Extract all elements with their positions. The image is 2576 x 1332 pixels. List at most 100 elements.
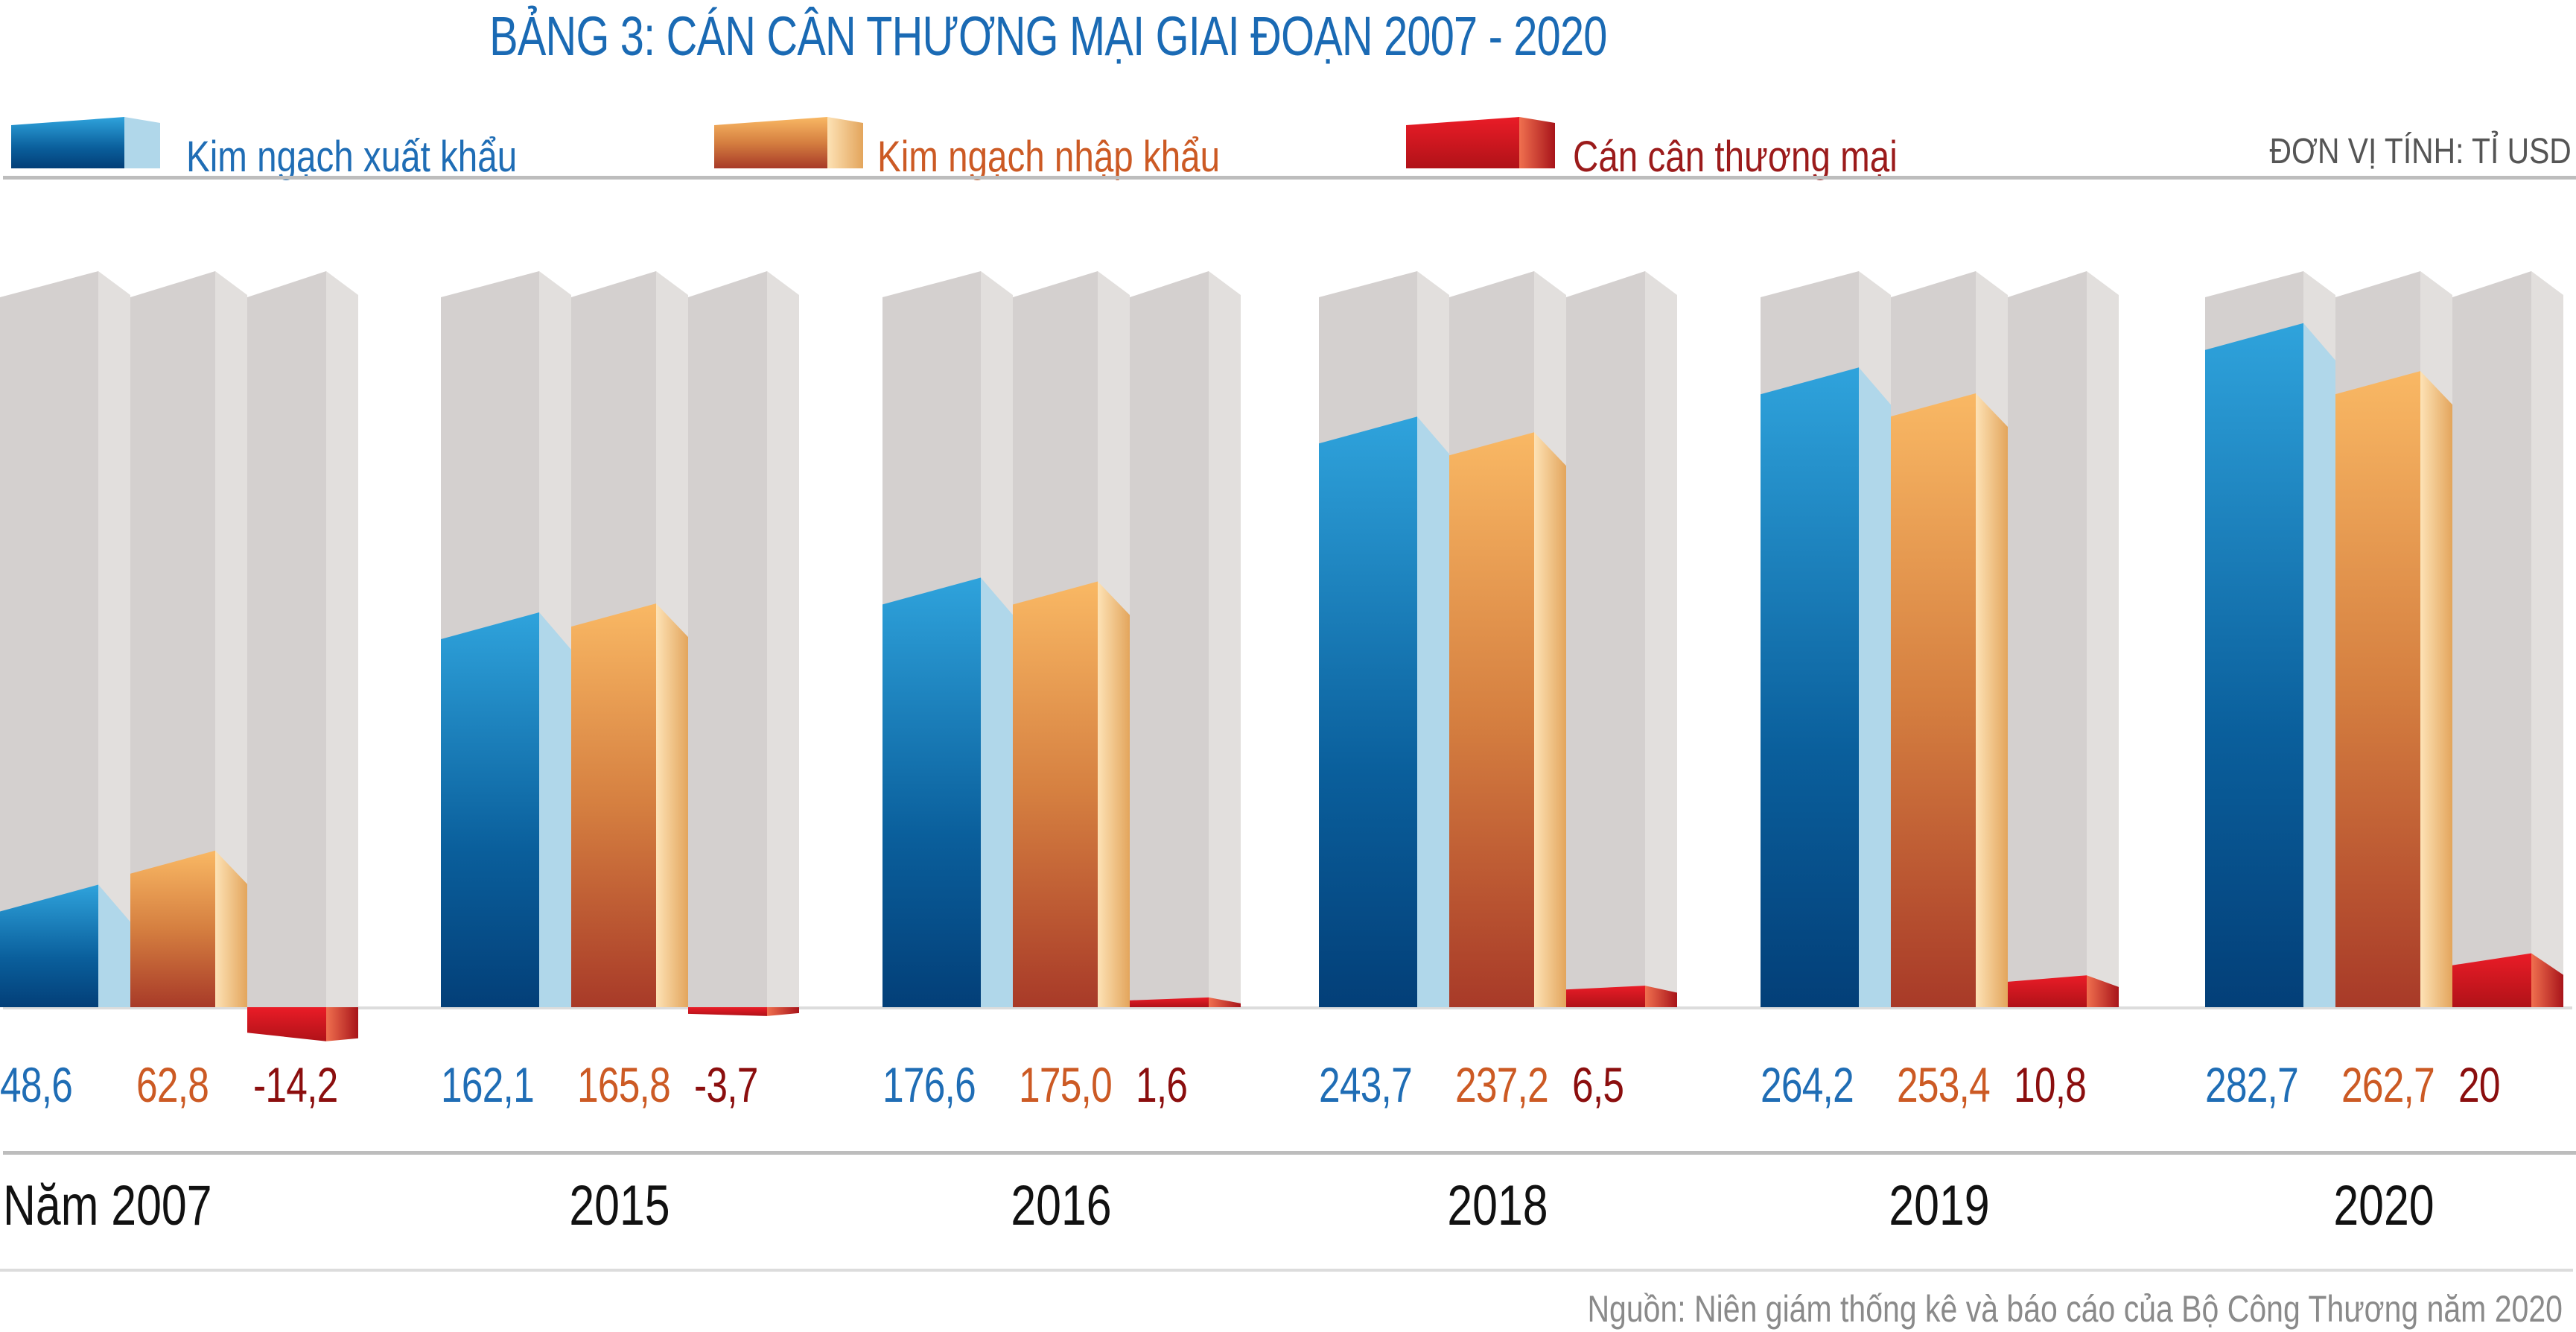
bar-group [1761, 271, 2119, 1007]
column-back-front [247, 271, 326, 1007]
bar-export-front [1761, 367, 1859, 1007]
bar-export-front [2205, 323, 2303, 1007]
value-label-import: 262,7 [2341, 1057, 2435, 1112]
column-back-front [1130, 271, 1209, 1007]
value-label-export: 264,2 [1761, 1057, 1854, 1112]
source-note: Nguồn: Niên giám thống kê và báo cáo của… [1587, 1288, 2563, 1330]
category-label: 2016 [1011, 1174, 1112, 1237]
bar-group [1319, 271, 1677, 1007]
legend-swatch-side [827, 117, 863, 168]
bar-export-front [441, 612, 539, 1007]
value-label-balance: -14,2 [253, 1057, 338, 1112]
bar-balance-front [688, 1007, 767, 1016]
bar-group [2205, 271, 2563, 1008]
bar-import-side [1534, 432, 1566, 1007]
column-back-side [1645, 271, 1677, 1007]
bar-export-side [2303, 323, 2335, 1007]
chart-title: BẢNG 3: CÁN CÂN THƯƠNG MẠI GIAI ĐOẠN 200… [489, 5, 1607, 67]
bar-export-side [981, 577, 1013, 1007]
bar-export-front [1319, 416, 1417, 1007]
value-label-balance: 6,5 [1572, 1057, 1624, 1112]
value-label-import: 237,2 [1455, 1057, 1549, 1112]
footer-divider [0, 1269, 2573, 1272]
values-divider [3, 1151, 2576, 1155]
legend-swatch-import [714, 117, 863, 168]
bar-import-side [656, 603, 688, 1007]
bar-balance-side [2087, 975, 2119, 1007]
legend-swatch-side [1519, 117, 1555, 168]
legend-swatch-front [11, 117, 124, 168]
bar-import-front [1891, 393, 1976, 1007]
category-label: 2015 [569, 1174, 670, 1237]
bar-import-front [1013, 581, 1098, 1007]
column-back-side [326, 271, 358, 1007]
column-back-side [767, 271, 799, 1007]
column-back-front [1566, 271, 1645, 1007]
value-label-export: 48,6 [0, 1057, 73, 1112]
value-label-import: 165,8 [577, 1057, 671, 1112]
bar-export-front [0, 884, 98, 1007]
value-label-balance: 10,8 [2014, 1057, 2087, 1112]
value-label-balance: 1,6 [1136, 1057, 1188, 1112]
bar-import-side [1976, 393, 2008, 1007]
bar-export-side [539, 612, 571, 1007]
column-back-front [688, 271, 767, 1007]
bar-import-front [2335, 371, 2420, 1008]
value-label-export: 243,7 [1319, 1057, 1413, 1112]
baseline-layer [3, 1006, 2572, 1009]
category-label: Năm 2007 [3, 1174, 212, 1237]
column-back-side [2087, 271, 2119, 1007]
column-back-side [215, 271, 247, 1007]
legend-swatch-balance [1406, 117, 1555, 168]
value-label-export: 176,6 [882, 1057, 976, 1112]
bar-balance-front [2452, 953, 2531, 1007]
bar-balance-side [767, 1007, 799, 1016]
legend-icons [11, 117, 1555, 168]
bar-import-side [2420, 371, 2452, 1008]
column-back-side [1209, 271, 1241, 1007]
bar-group [441, 271, 799, 1016]
bar-import-side [1098, 581, 1130, 1007]
bar-export-side [1417, 416, 1449, 1007]
bars-layer [0, 271, 2563, 1041]
bar-balance-front [1130, 997, 1209, 1007]
column-back-side [2531, 271, 2563, 1007]
value-label-import: 253,4 [1897, 1057, 1991, 1112]
legend-swatch-export [11, 117, 160, 168]
legend-swatch-front [714, 117, 827, 168]
value-label-import: 62,8 [136, 1057, 209, 1112]
bar-balance-front [2008, 975, 2087, 1007]
baseline [3, 1006, 2572, 1009]
bar-balance-side [1645, 986, 1677, 1007]
category-label: 2019 [1889, 1174, 1990, 1237]
column-back-front [130, 271, 215, 1007]
bar-balance-front [247, 1007, 326, 1041]
column-back-front [2008, 271, 2087, 1007]
bar-import-front [130, 850, 215, 1007]
bar-import-front [1449, 432, 1534, 1007]
category-label: 2018 [1447, 1174, 1548, 1237]
legend-label-import: Kim ngạch nhập khẩu [877, 133, 1221, 181]
value-label-import: 175,0 [1019, 1057, 1113, 1112]
bar-group [0, 271, 358, 1041]
legend-swatch-side [124, 117, 160, 168]
category-label: 2020 [2333, 1174, 2435, 1237]
bar-export-front [882, 577, 981, 1007]
bar-export-side [98, 884, 130, 1007]
legend-label-export: Kim ngạch xuất khẩu [186, 133, 518, 181]
column-back-side [98, 271, 130, 1007]
bar-group [882, 271, 1241, 1007]
legend-divider [3, 176, 2576, 180]
column-back-front [0, 271, 98, 1007]
bar-balance-side [326, 1007, 358, 1041]
value-label-balance: 20 [2458, 1057, 2500, 1112]
legend-label-balance: Cán cân thương mại [1573, 133, 1898, 181]
bar-balance-side [2531, 953, 2563, 1007]
legend-swatch-front [1406, 117, 1519, 168]
value-label-export: 282,7 [2205, 1057, 2299, 1112]
bar-export-side [1859, 367, 1891, 1007]
bar-import-side [215, 850, 247, 1007]
unit-label: ĐƠN VỊ TÍNH: TỈ USD [2269, 132, 2572, 171]
value-label-export: 162,1 [441, 1057, 535, 1112]
